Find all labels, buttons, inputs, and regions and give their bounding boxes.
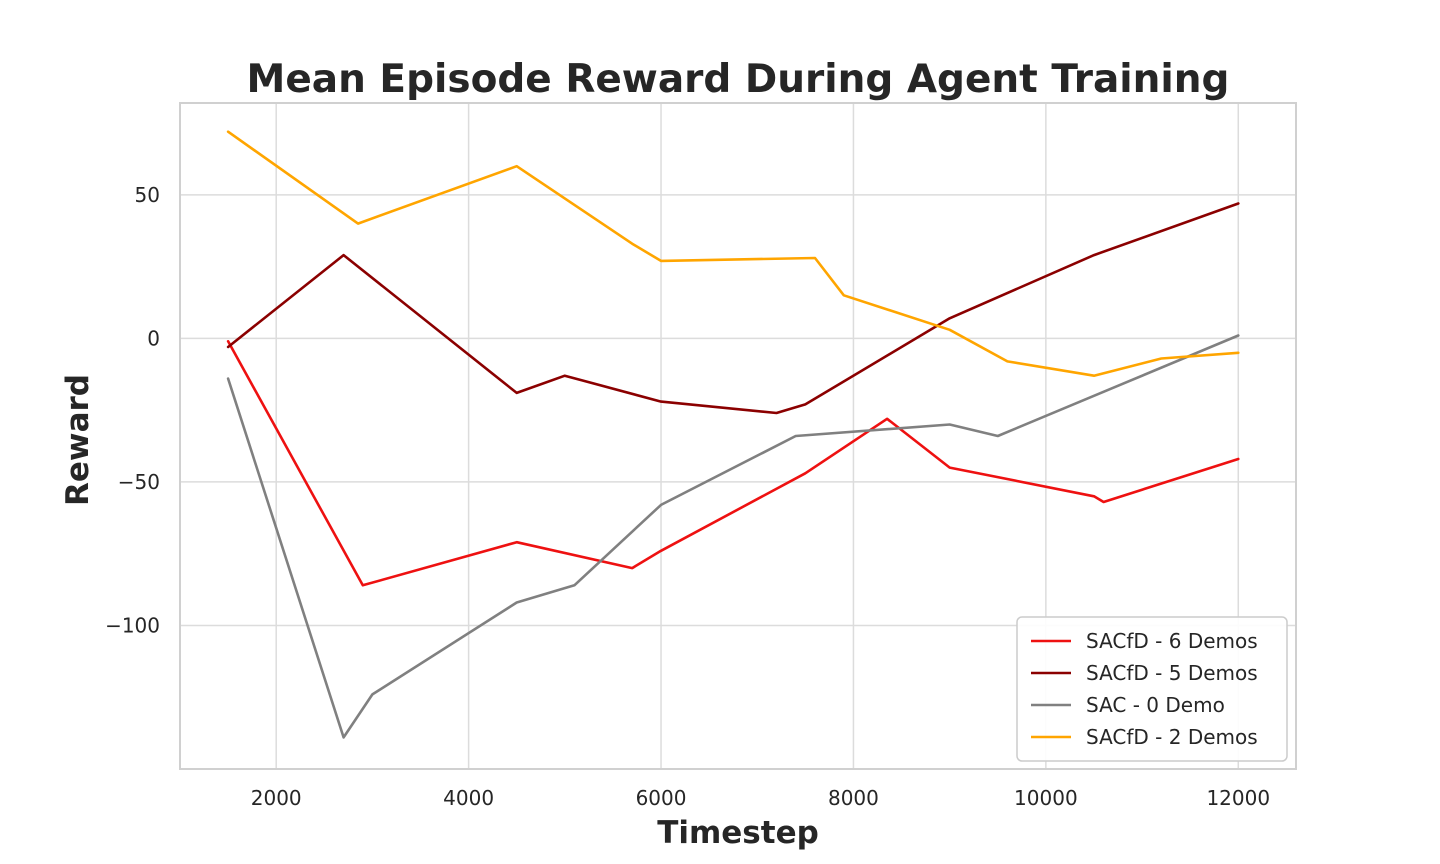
y-tick-label: −100: [105, 613, 160, 637]
series-line-sacfd-6-demos: [226, 340, 1240, 587]
series-line-sac-0-demo: [226, 334, 1240, 739]
plot-frame: [179, 102, 1297, 770]
legend: SACfD - 6 Demos SACfD - 5 Demos SAC - 0 De…: [1016, 616, 1288, 762]
x-tick-label: 4000: [443, 786, 494, 810]
x-tick-labels: 2000 4000 6000 8000 10000 12000: [251, 786, 1270, 810]
x-axis-label: Timestep: [657, 815, 819, 851]
x-tick-label: 10000: [1014, 786, 1078, 810]
legend-label: SACfD - 6 Demos: [1086, 629, 1258, 653]
legend-label: SAC - 0 Demo: [1086, 693, 1225, 717]
y-tick-label: 50: [135, 183, 160, 207]
x-tick-label: 12000: [1206, 786, 1270, 810]
y-tick-label: −50: [118, 470, 160, 494]
y-axis-label: Reward: [60, 374, 96, 506]
series-line-sacfd-2-demos: [226, 130, 1240, 377]
y-tick-label: 0: [147, 326, 160, 350]
chart-title: Mean Episode Reward During Agent Trainin…: [247, 57, 1230, 102]
legend-box: [1016, 616, 1288, 762]
series-lines: [226, 130, 1240, 739]
series-line-sacfd-5-demos: [226, 202, 1240, 415]
legend-label: SACfD - 2 Demos: [1086, 725, 1258, 749]
legend-label: SACfD - 5 Demos: [1086, 661, 1258, 685]
x-tick-label: 6000: [636, 786, 687, 810]
y-tick-labels: −100 −50 0 50: [105, 183, 160, 638]
x-tick-label: 8000: [828, 786, 879, 810]
x-tick-label: 2000: [251, 786, 302, 810]
